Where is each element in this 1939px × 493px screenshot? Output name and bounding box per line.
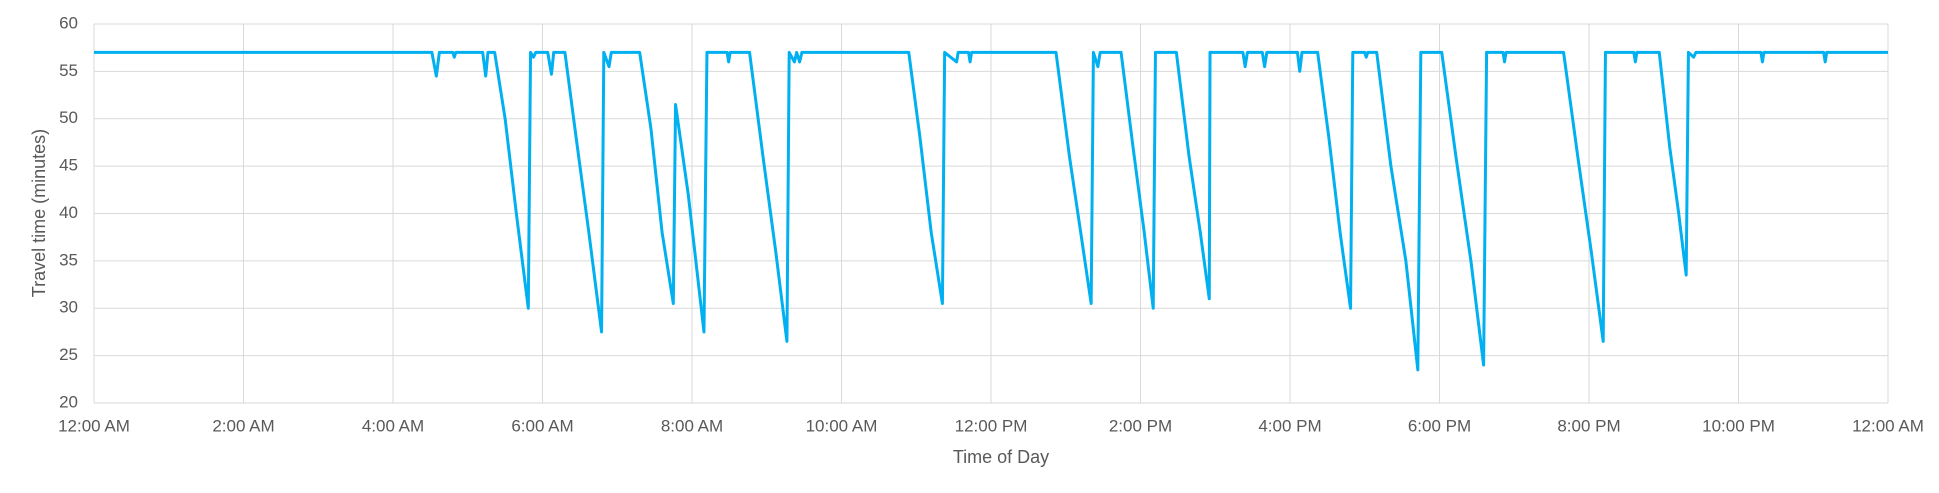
x-tick-label: 4:00 AM	[362, 416, 424, 435]
x-tick-label: 2:00 AM	[212, 416, 274, 435]
y-tick-label: 25	[59, 345, 78, 364]
x-tick-label: 6:00 PM	[1408, 416, 1471, 435]
x-tick-label: 8:00 PM	[1557, 416, 1620, 435]
x-tick-label: 6:00 AM	[511, 416, 573, 435]
y-tick-label: 45	[59, 156, 78, 175]
x-tick-label: 12:00 AM	[58, 416, 130, 435]
x-tick-label: 10:00 AM	[806, 416, 878, 435]
y-tick-label: 55	[59, 61, 78, 80]
x-tick-label: 4:00 PM	[1258, 416, 1321, 435]
data-line	[94, 50, 1888, 372]
x-axis-label: Time of Day	[953, 447, 1049, 467]
y-tick-label: 35	[59, 250, 78, 269]
y-tick-label: 30	[59, 298, 78, 317]
x-tick-label: 10:00 PM	[1702, 416, 1775, 435]
x-tick-label: 8:00 AM	[661, 416, 723, 435]
y-tick-label: 50	[59, 108, 78, 127]
y-tick-label: 60	[59, 13, 78, 32]
y-axis-label: Travel time (minutes)	[29, 129, 49, 297]
y-tick-label: 40	[59, 203, 78, 222]
x-tick-label: 12:00 PM	[955, 416, 1028, 435]
x-tick-label: 12:00 AM	[1852, 416, 1924, 435]
x-tick-label: 2:00 PM	[1109, 416, 1172, 435]
y-tick-label: 20	[59, 392, 78, 411]
